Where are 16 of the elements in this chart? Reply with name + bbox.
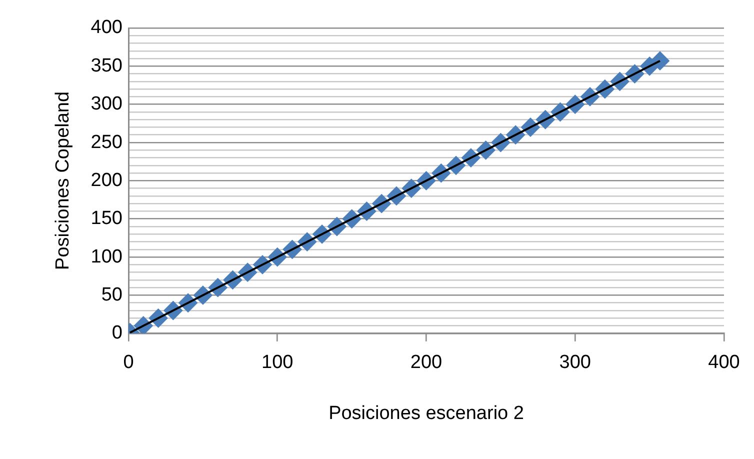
y-tick-label: 300: [90, 94, 122, 115]
x-tick-label: 300: [559, 352, 591, 374]
y-tick-label: 50: [101, 284, 122, 306]
y-tick-label: 200: [90, 170, 122, 191]
point: [650, 51, 670, 70]
x-tick-label: 100: [262, 352, 294, 374]
x-tick-label: 400: [708, 352, 740, 374]
y-tick-label: 150: [90, 208, 122, 230]
x-axis-title: Posiciones escenario 2: [328, 402, 524, 424]
x-tick-label: 200: [410, 352, 442, 374]
y-tick-label: 250: [90, 132, 122, 153]
y-tick-label: 0: [112, 322, 122, 344]
y-tick-label: 350: [90, 55, 122, 76]
y-tick-label: 100: [90, 246, 122, 268]
y-axis-title: Posiciones Copeland: [52, 91, 74, 270]
y-tick-label: 400: [90, 17, 122, 38]
